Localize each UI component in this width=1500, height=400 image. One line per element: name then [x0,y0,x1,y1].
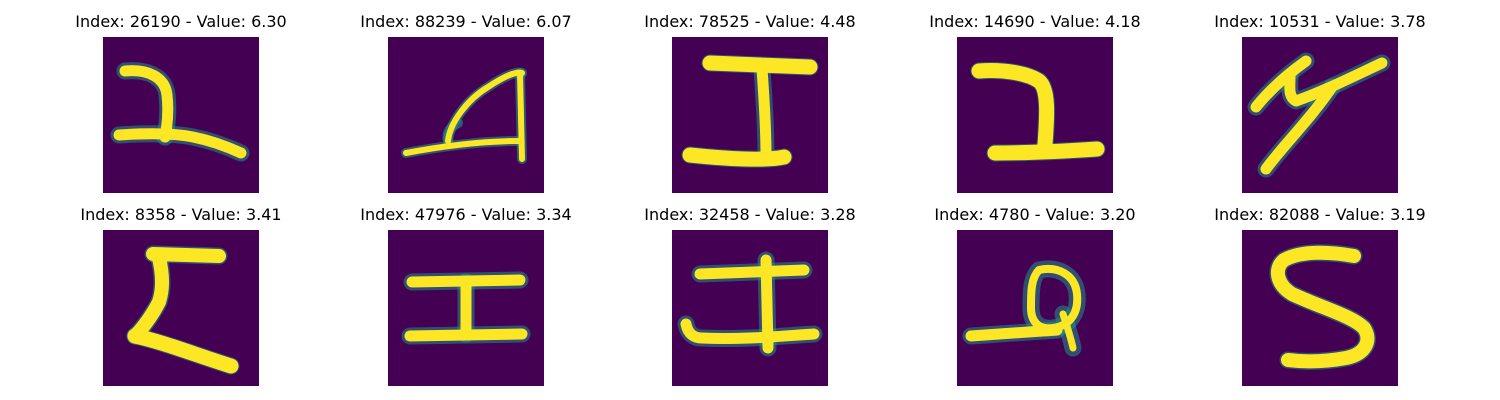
digit-image [957,230,1113,386]
handwritten-glyph [103,37,259,193]
panel-title: Index: 47976 - Value: 3.34 [360,205,572,224]
digit-image [103,230,259,386]
handwritten-glyph [957,37,1113,193]
panel-title: Index: 10531 - Value: 3.78 [1214,12,1426,31]
digit-image [672,37,828,193]
digit-image [1242,230,1398,386]
handwritten-glyph [1242,37,1398,193]
handwritten-glyph [103,230,259,386]
handwritten-glyph [1242,230,1398,386]
panel-title: Index: 14690 - Value: 4.18 [929,12,1141,31]
digit-image [388,230,544,386]
panel-title: Index: 32458 - Value: 3.28 [644,205,856,224]
panel-title: Index: 82088 - Value: 3.19 [1214,205,1426,224]
handwritten-glyph [957,230,1113,386]
handwritten-glyph [672,37,828,193]
digit-image [1242,37,1398,193]
handwritten-glyph [388,37,544,193]
digit-image [103,37,259,193]
digit-image [388,37,544,193]
panel-title: Index: 88239 - Value: 6.07 [360,12,572,31]
handwritten-glyph [388,230,544,386]
panel-title: Index: 8358 - Value: 3.41 [80,205,282,224]
handwritten-glyph [672,230,828,386]
panel-title: Index: 26190 - Value: 6.30 [75,12,287,31]
panel-title: Index: 78525 - Value: 4.48 [644,12,856,31]
panel-title: Index: 4780 - Value: 3.20 [934,205,1136,224]
digit-image [957,37,1113,193]
digit-image [672,230,828,386]
